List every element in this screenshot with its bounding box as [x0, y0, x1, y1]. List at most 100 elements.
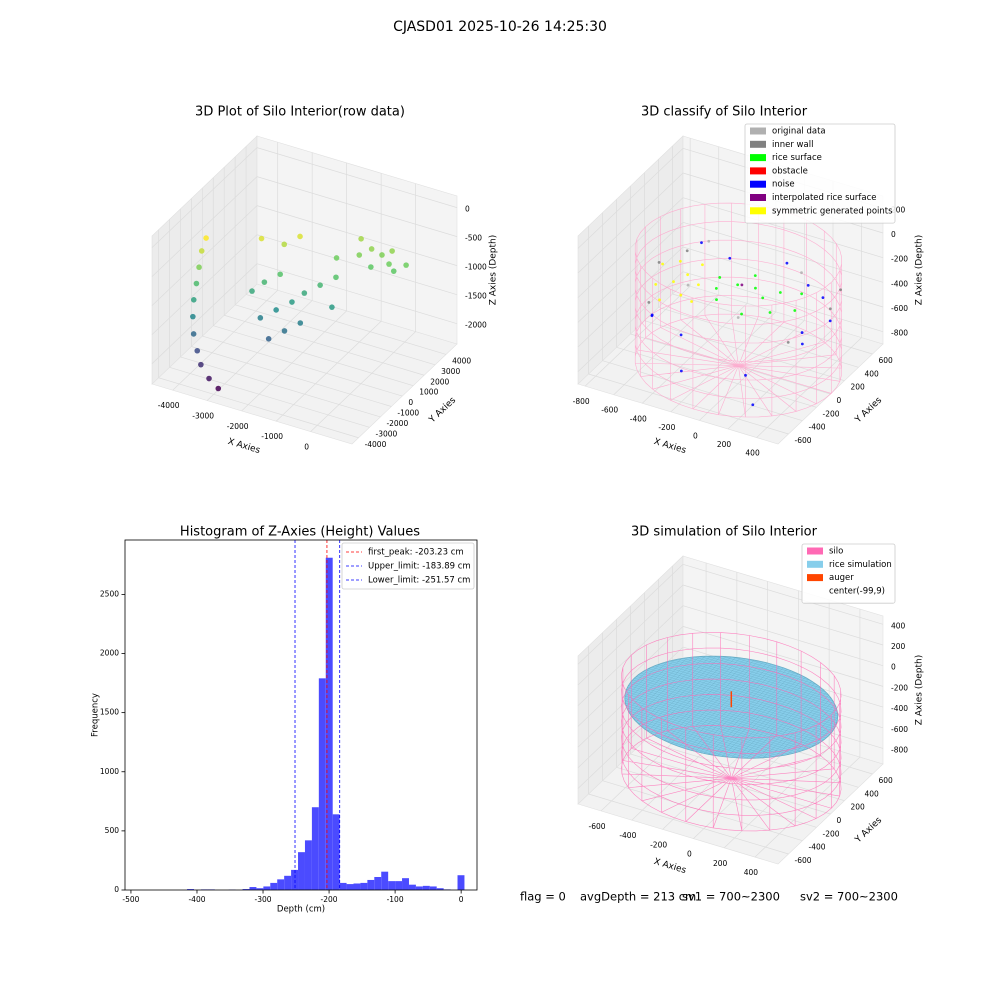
y-tick-label: 4000 [452, 356, 471, 365]
x-axis-label: X Axies [226, 437, 261, 456]
x-axis-label: Depth (cm) [277, 905, 325, 915]
z-tick-label: -200 [891, 255, 908, 264]
y-axis-label: Frequency [91, 693, 101, 737]
y-tick-label: 1000 [100, 767, 119, 776]
data-point [317, 282, 323, 288]
legend-swatch [750, 167, 766, 175]
data-point [679, 333, 683, 337]
legend-swatch [750, 140, 766, 148]
bar [408, 884, 416, 890]
bar [353, 883, 361, 890]
legend-swatch [750, 194, 766, 201]
data-point [686, 273, 690, 277]
legend-label: silo [829, 547, 843, 557]
grid-line [588, 646, 789, 855]
legend-swatch [750, 180, 766, 188]
data-point [333, 255, 340, 261]
bar [429, 886, 437, 890]
y-tick-label: -200 [823, 829, 840, 838]
bar [436, 888, 444, 890]
grid-line [577, 626, 884, 727]
data-point [190, 297, 197, 303]
data-point [800, 342, 804, 346]
legend-swatch [807, 574, 823, 582]
data-point [206, 375, 212, 382]
y-tick-label: 0 [837, 816, 842, 825]
legend-box [341, 542, 475, 590]
data-point [751, 403, 755, 407]
legend-label: rice simulation [829, 560, 892, 570]
bar [457, 875, 465, 890]
data-point [714, 286, 718, 290]
data-point [265, 336, 272, 342]
z-tick-label: 200 [891, 642, 906, 651]
data-point [261, 279, 268, 285]
data-point [329, 304, 335, 310]
x-tick-label: -200 [650, 840, 667, 849]
bar [291, 869, 299, 890]
legend-label: auger [829, 573, 854, 583]
axes-frame [124, 539, 478, 891]
data-point [386, 261, 392, 267]
bar [187, 889, 195, 890]
bar [304, 840, 312, 890]
data-point [289, 299, 295, 305]
y-tick-label: 0 [114, 885, 119, 894]
legend-swatch [807, 560, 823, 568]
chart-title: 3D classify of Silo Interior [641, 105, 808, 120]
legend-label: center(-99,9) [829, 586, 885, 596]
bar [249, 887, 257, 890]
status-flag: flag = 0 [520, 890, 566, 904]
bar [415, 886, 423, 890]
data-point [190, 331, 197, 337]
x-tick-label: -400 [630, 414, 647, 423]
grid-line [630, 606, 831, 815]
z-tick-label: -800 [891, 329, 908, 338]
status-depth: avgDepth = 213 cm [580, 890, 696, 904]
data-point [390, 268, 397, 274]
data-point [678, 259, 682, 263]
z-tick-label: -200 [891, 683, 908, 692]
chart-title: Histogram of Z-Axies (Height) Values [180, 525, 420, 540]
z-tick-label: -2000 [465, 321, 487, 330]
y-tick-label: 2500 [100, 589, 119, 598]
y-tick-label: 2000 [100, 649, 119, 658]
data-point [679, 369, 683, 373]
z-axis-label: Z Axies (Depth) [915, 655, 925, 726]
grid-line [577, 563, 884, 665]
x-tick-label: 0 [693, 431, 698, 440]
x-tick-label: -4000 [158, 401, 180, 410]
z-axis-label: Z Axies (Depth) [915, 235, 925, 306]
grid-line [151, 205, 458, 306]
rice-mesh [624, 655, 838, 759]
z-tick-label: 0 [891, 663, 896, 672]
x-tick-label: -600 [589, 822, 606, 831]
bar [346, 884, 354, 890]
grid-line [234, 156, 436, 366]
grid-line [602, 212, 803, 422]
legend-swatch [807, 547, 823, 555]
legend-label: interpolated rice surface [772, 193, 877, 203]
status-sv1: sv1 = 700~2300 [682, 890, 780, 904]
x-tick-label: 400 [745, 449, 760, 458]
grid-line [169, 219, 370, 428]
data-point [800, 292, 804, 296]
data-point [194, 347, 201, 354]
bar [402, 878, 409, 890]
data-point [800, 271, 803, 275]
x-tick-label: 0 [687, 850, 692, 859]
data-point [718, 276, 722, 279]
data-point [368, 264, 374, 270]
x-tick-label: 200 [717, 440, 732, 449]
legend-label: obstacle [772, 166, 808, 176]
z-tick-label: -1500 [465, 292, 487, 301]
y-tick-label: 2000 [430, 377, 449, 386]
data-point [728, 256, 732, 260]
z-tick-label: 400 [891, 621, 906, 630]
y-axis-label: Y Axies [427, 395, 458, 426]
z-tick-label: -400 [891, 279, 908, 288]
status-sv2: sv2 = 700~2300 [800, 890, 898, 904]
legend-label: original data [772, 127, 826, 137]
bar [270, 882, 278, 890]
y-tick-label: -4000 [365, 440, 387, 449]
